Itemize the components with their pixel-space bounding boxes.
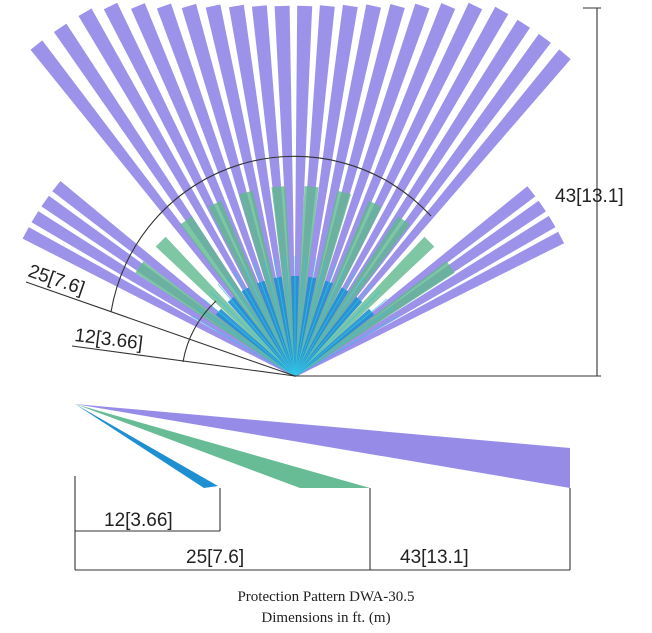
top-short-range-label: 12[3.66] <box>73 325 144 354</box>
side-short-range-beam <box>75 404 218 488</box>
center-beam-line <box>294 266 347 377</box>
side-mid-range-label: 25[7.6] <box>186 547 244 568</box>
center-beam-line <box>294 290 381 377</box>
center-beam-line <box>234 271 296 377</box>
short-range-beam <box>294 276 317 377</box>
side-mid-range-beam <box>75 404 370 488</box>
center-beam-lines <box>190 256 400 377</box>
center-beam-line <box>294 283 373 377</box>
center-beam-line <box>294 306 394 377</box>
side-long-range-label: 43[13.1] <box>400 547 469 568</box>
center-beam-line <box>217 283 296 377</box>
long-range-beam <box>30 40 296 377</box>
short-range-arc <box>182 300 217 363</box>
mid-range-arc <box>110 155 432 313</box>
long-range-beam <box>22 227 296 377</box>
side-short-range-label: 12[3.66] <box>104 510 173 531</box>
mid-range-beam <box>239 190 296 377</box>
mid-range-leader <box>25 281 296 377</box>
center-beam-line <box>196 306 296 377</box>
mid-range-beam <box>208 200 296 377</box>
short-range-beam <box>273 276 296 377</box>
side-view: 12[3.66] 25[7.6] 43[13.1] <box>74 404 571 571</box>
center-beam-line <box>202 298 296 377</box>
center-beam-line <box>253 263 296 377</box>
mid-range-beam <box>294 190 351 377</box>
center-beam-line <box>190 315 296 377</box>
center-beam-line <box>263 259 296 377</box>
center-beam-line <box>284 256 296 377</box>
long-range-beam <box>294 215 556 377</box>
center-beam-line <box>225 277 296 377</box>
caption-units: Dimensions in ft. (m) <box>261 610 391 626</box>
mid-range-beam <box>271 186 296 377</box>
center-beam-line <box>273 257 296 377</box>
side-long-range-beam <box>75 404 570 488</box>
center-beam-line <box>294 257 317 377</box>
long-range-beam <box>78 8 296 377</box>
center-beam-line <box>294 271 356 377</box>
center-beam-line <box>209 290 296 377</box>
center-beam-line <box>294 315 400 377</box>
center-beam-line <box>243 266 296 377</box>
center-beam-line <box>294 263 337 377</box>
center-beam-line <box>294 298 388 377</box>
top-long-range-label: 43[13.1] <box>555 186 624 207</box>
caption-title: Protection Pattern DWA-30.5 <box>237 589 415 605</box>
mid-range-beam <box>294 186 319 377</box>
mid-range-beam <box>294 200 382 377</box>
top-view: 25[7.6] 12[3.66] 43[13.1] <box>22 2 624 377</box>
center-beam-line <box>294 277 365 377</box>
center-beam-line <box>294 259 327 377</box>
long-range-beam <box>31 211 296 377</box>
long-range-beam <box>294 231 565 377</box>
short-range-leader <box>71 345 296 377</box>
center-beam-line <box>294 256 306 377</box>
